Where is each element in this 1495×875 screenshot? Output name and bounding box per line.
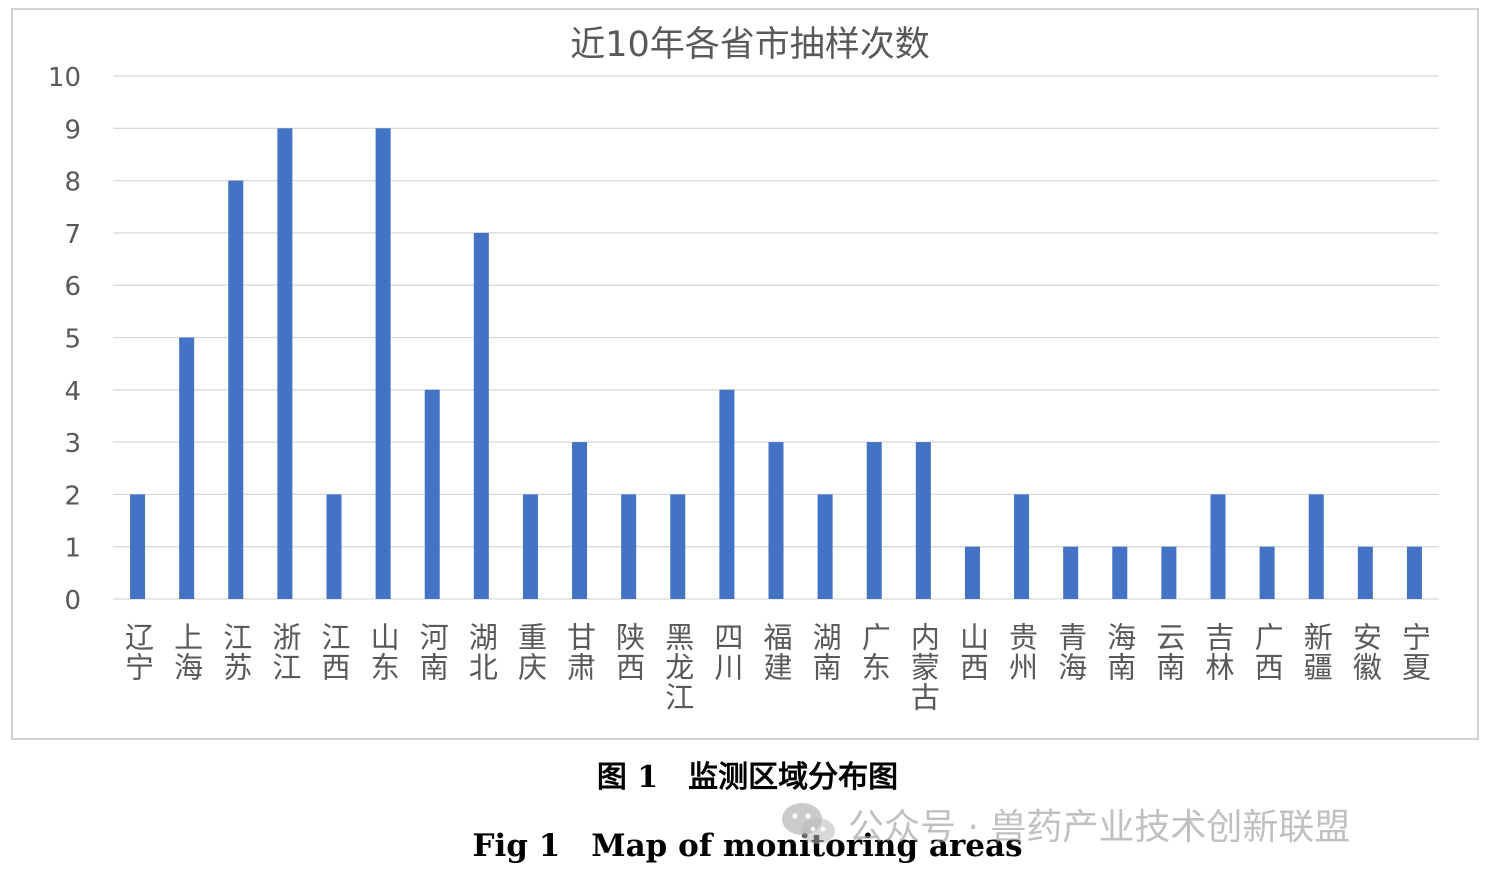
watermark-text: 公众号 · 兽药产业技术创新联盟 [848,807,1351,848]
y-tick-label: 6 [64,272,81,302]
bar [1308,494,1324,599]
y-tick-label: 4 [64,377,81,407]
x-category-label: 山东 [366,622,400,682]
x-category-label: 辽宁 [121,622,155,682]
x-category-label: 山西 [955,622,989,682]
x-category-label: 湖南 [808,622,842,682]
x-category-label: 浙江 [268,622,302,682]
x-category-label: 江苏 [219,622,253,682]
x-category-label: 重庆 [513,622,547,682]
bar [473,232,489,599]
y-tick-label: 0 [64,586,81,616]
bar [866,442,882,599]
x-category-label: 上海 [170,622,204,682]
x-category-label: 福建 [759,622,793,682]
bar [130,494,146,599]
bar [1357,546,1373,599]
x-category-label: 甘肃 [563,622,597,682]
x-category-label: 云南 [1152,622,1186,682]
bar [572,442,588,599]
bar [179,337,195,599]
x-category-label: 四川 [710,622,744,682]
x-category-label: 黑龙江 [661,622,695,712]
y-tick-label: 2 [64,481,81,511]
x-category-label: 海南 [1103,622,1137,682]
bar [375,128,391,600]
y-tick-label: 10 [48,63,81,93]
y-tick-label: 7 [64,220,81,250]
bar-chart: 近10年各省市抽样次数 0 1 2 3 4 5 6 7 8 9 10 辽宁 上海 江苏 浙江 江西 山东 河南 湖北重… [48,25,1439,712]
bar [1210,494,1226,599]
bar [1259,546,1275,599]
bar [1112,546,1128,599]
y-tick-label: 8 [64,168,81,198]
bar [228,180,244,599]
bar [670,494,686,599]
y-tick-label: 9 [64,115,81,145]
x-category-label: 广西 [1250,622,1284,682]
x-category-label: 青海 [1054,622,1088,682]
bar [621,494,637,599]
chart-title: 近10年各省市抽样次数 [570,25,930,65]
x-category-label: 湖北 [464,622,498,682]
bar [719,389,735,599]
bar [964,546,980,599]
bar [424,389,440,599]
x-category-label: 贵州 [1005,622,1039,682]
chart-frame: 近10年各省市抽样次数 0 1 2 3 4 5 6 7 8 9 10 辽宁 上海 江苏 浙江 江西 山东 河南 湖北重… [11,8,1479,740]
figure-caption-english: Fig 1 Map of monitoring areas [472,828,1023,864]
bar [1406,546,1422,599]
y-tick-label: 5 [64,325,81,355]
wechat-icon [782,803,835,844]
y-tick-label: 1 [64,534,81,564]
x-category-label: 宁夏 [1397,622,1431,682]
bar [915,442,931,599]
bar [522,494,538,599]
bar [768,442,784,599]
bar [326,494,342,599]
x-category-label: 江西 [317,622,351,682]
bar [277,128,293,600]
x-category-label: 吉林 [1201,622,1235,682]
x-category-label: 陕西 [612,622,646,682]
bar [1063,546,1079,599]
x-category-label: 新疆 [1299,622,1333,682]
bar [817,494,833,599]
x-category-label: 安徽 [1348,622,1382,682]
y-tick-label: 3 [64,429,81,459]
figure-caption-chinese: 图 1 监测区域分布图 [596,760,899,795]
x-category-label: 广东 [857,622,891,682]
x-category-label: 河南 [415,622,449,682]
bar [1161,546,1177,599]
x-category-label: 内蒙古 [906,622,940,712]
bar [1014,494,1030,599]
watermark: 公众号 · 兽药产业技术创新联盟 [780,796,1470,852]
